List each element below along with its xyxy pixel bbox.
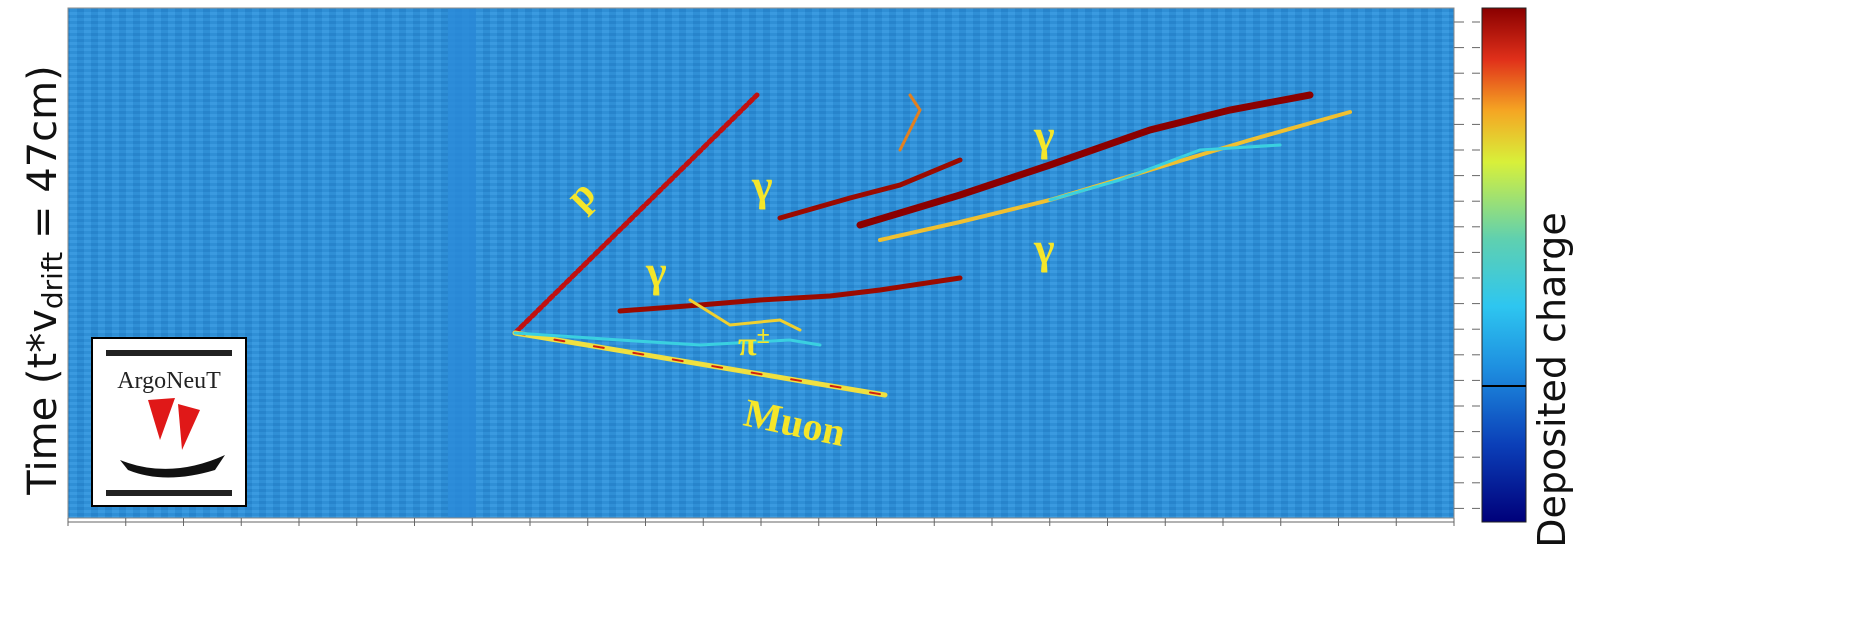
event-display: p γ γ γ γ π± Muon ArgoNeuT Time (t*vdrif… — [0, 0, 1871, 628]
logo: ArgoNeuT — [92, 338, 246, 506]
detector-view — [68, 8, 1454, 518]
y-axis-label: Time (t*vdrift = 47cm) — [20, 65, 69, 495]
gamma-label: γ — [1033, 111, 1055, 160]
dead-wires — [448, 8, 476, 518]
gamma-label: γ — [645, 247, 667, 296]
gamma-label: γ — [1033, 224, 1055, 273]
colorbar — [1482, 8, 1526, 522]
gamma-label: γ — [751, 161, 773, 210]
logo-text: ArgoNeuT — [117, 368, 221, 394]
colorbar-label: Deposited charge — [1530, 212, 1574, 548]
